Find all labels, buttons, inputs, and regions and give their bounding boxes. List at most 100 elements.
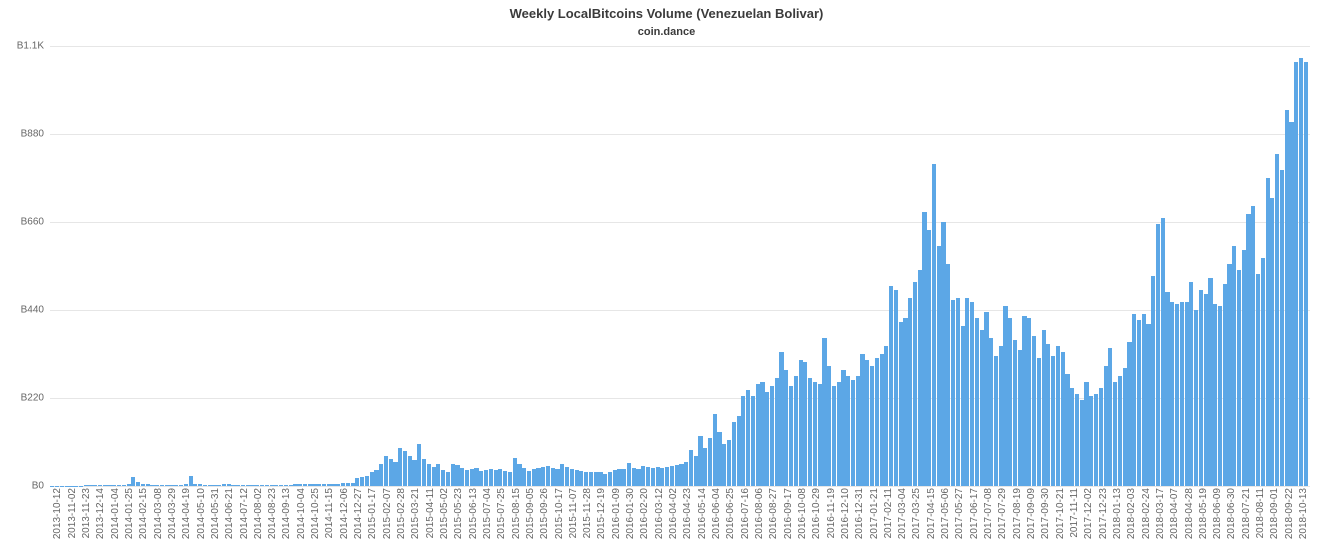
bar bbox=[1165, 292, 1169, 486]
bar bbox=[1280, 170, 1284, 486]
x-axis-label: 2014-12-27 bbox=[353, 488, 364, 539]
bar bbox=[746, 390, 750, 486]
bar bbox=[1175, 304, 1179, 486]
bar bbox=[1199, 290, 1203, 486]
x-axis-label: 2017-12-02 bbox=[1083, 488, 1094, 539]
bar bbox=[1251, 206, 1255, 486]
x-axis-label: 2017-06-17 bbox=[969, 488, 980, 539]
bar bbox=[827, 366, 831, 486]
bar bbox=[1218, 306, 1222, 486]
x-axis-label: 2016-08-06 bbox=[754, 488, 765, 539]
x-axis-label: 2014-01-04 bbox=[110, 488, 121, 539]
bar bbox=[1080, 400, 1084, 486]
bar bbox=[665, 467, 669, 486]
bar bbox=[1156, 224, 1160, 486]
x-axis-label: 2016-06-25 bbox=[725, 488, 736, 539]
x-axis-label: 2013-12-14 bbox=[95, 488, 106, 539]
bar bbox=[1003, 306, 1007, 486]
bar bbox=[360, 477, 364, 486]
x-axis-label: 2015-02-07 bbox=[382, 488, 393, 539]
bar bbox=[698, 436, 702, 486]
y-axis-label: B1.1K bbox=[17, 41, 50, 52]
x-axis-label: 2015-02-28 bbox=[396, 488, 407, 539]
x-axis-label: 2014-06-21 bbox=[224, 488, 235, 539]
x-axis-label: 2018-06-09 bbox=[1212, 488, 1223, 539]
x-axis-label: 2016-02-20 bbox=[639, 488, 650, 539]
bar bbox=[603, 474, 607, 486]
bar bbox=[641, 466, 645, 486]
bar bbox=[918, 270, 922, 486]
bar bbox=[1170, 302, 1174, 486]
x-axis-label: 2017-04-15 bbox=[926, 488, 937, 539]
bar bbox=[851, 380, 855, 486]
chart-title: Weekly LocalBitcoins Volume (Venezuelan … bbox=[0, 6, 1333, 21]
bar bbox=[489, 469, 493, 486]
bar bbox=[1161, 218, 1165, 486]
x-axis-label: 2018-04-28 bbox=[1184, 488, 1195, 539]
bar bbox=[446, 472, 450, 486]
bar bbox=[403, 451, 407, 486]
bar bbox=[589, 472, 593, 486]
bar bbox=[679, 464, 683, 486]
x-axis-label: 2018-04-07 bbox=[1169, 488, 1180, 539]
bar bbox=[1046, 344, 1050, 486]
bar bbox=[570, 469, 574, 486]
x-axis-label: 2015-09-05 bbox=[525, 488, 536, 539]
x-axis-label: 2018-09-22 bbox=[1284, 488, 1295, 539]
bar bbox=[922, 212, 926, 486]
x-axis-label: 2013-10-12 bbox=[52, 488, 63, 539]
x-axis-label: 2017-11-11 bbox=[1069, 488, 1080, 538]
bar bbox=[908, 298, 912, 486]
bar bbox=[522, 468, 526, 486]
x-axis-label: 2014-08-23 bbox=[267, 488, 278, 539]
bar bbox=[1194, 310, 1198, 486]
bar bbox=[675, 465, 679, 486]
x-axis-label: 2017-03-04 bbox=[897, 488, 908, 539]
bar bbox=[937, 246, 941, 486]
bar bbox=[427, 464, 431, 486]
bar bbox=[622, 469, 626, 486]
bar bbox=[1227, 264, 1231, 486]
bar bbox=[808, 378, 812, 486]
y-axis-label: B0 bbox=[32, 481, 50, 492]
bar bbox=[365, 476, 369, 486]
bar bbox=[627, 463, 631, 486]
bar bbox=[1042, 330, 1046, 486]
x-axis-label: 2016-08-27 bbox=[768, 488, 779, 539]
bar bbox=[1189, 282, 1193, 486]
bar bbox=[617, 469, 621, 486]
x-axis-label: 2015-10-17 bbox=[554, 488, 565, 539]
bar bbox=[784, 370, 788, 486]
bar bbox=[737, 416, 741, 486]
x-axis-label: 2016-01-09 bbox=[611, 488, 622, 539]
bar bbox=[632, 468, 636, 486]
bar bbox=[727, 440, 731, 486]
x-axis-label: 2014-09-13 bbox=[281, 488, 292, 539]
x-axis-label: 2018-02-24 bbox=[1141, 488, 1152, 539]
x-axis-label: 2017-05-27 bbox=[954, 488, 965, 539]
bar bbox=[1013, 340, 1017, 486]
bar bbox=[1018, 350, 1022, 486]
x-axis-label: 2014-05-10 bbox=[196, 488, 207, 539]
bar bbox=[517, 464, 521, 486]
bar bbox=[1123, 368, 1127, 486]
bar bbox=[474, 468, 478, 486]
x-axis-label: 2014-05-31 bbox=[210, 488, 221, 539]
bar bbox=[741, 396, 745, 486]
x-axis-label: 2014-10-04 bbox=[296, 488, 307, 539]
bar bbox=[841, 370, 845, 486]
bar bbox=[999, 346, 1003, 486]
bar bbox=[803, 362, 807, 486]
bar bbox=[813, 382, 817, 486]
bar bbox=[370, 472, 374, 486]
bar bbox=[1146, 324, 1150, 486]
bar bbox=[575, 470, 579, 486]
bar bbox=[994, 356, 998, 486]
y-axis-label: B220 bbox=[21, 393, 50, 404]
bar bbox=[1075, 394, 1079, 486]
bar bbox=[189, 476, 193, 486]
bar bbox=[465, 470, 469, 486]
y-axis-label: B880 bbox=[21, 129, 50, 140]
bar bbox=[832, 386, 836, 486]
bar bbox=[1289, 122, 1293, 486]
